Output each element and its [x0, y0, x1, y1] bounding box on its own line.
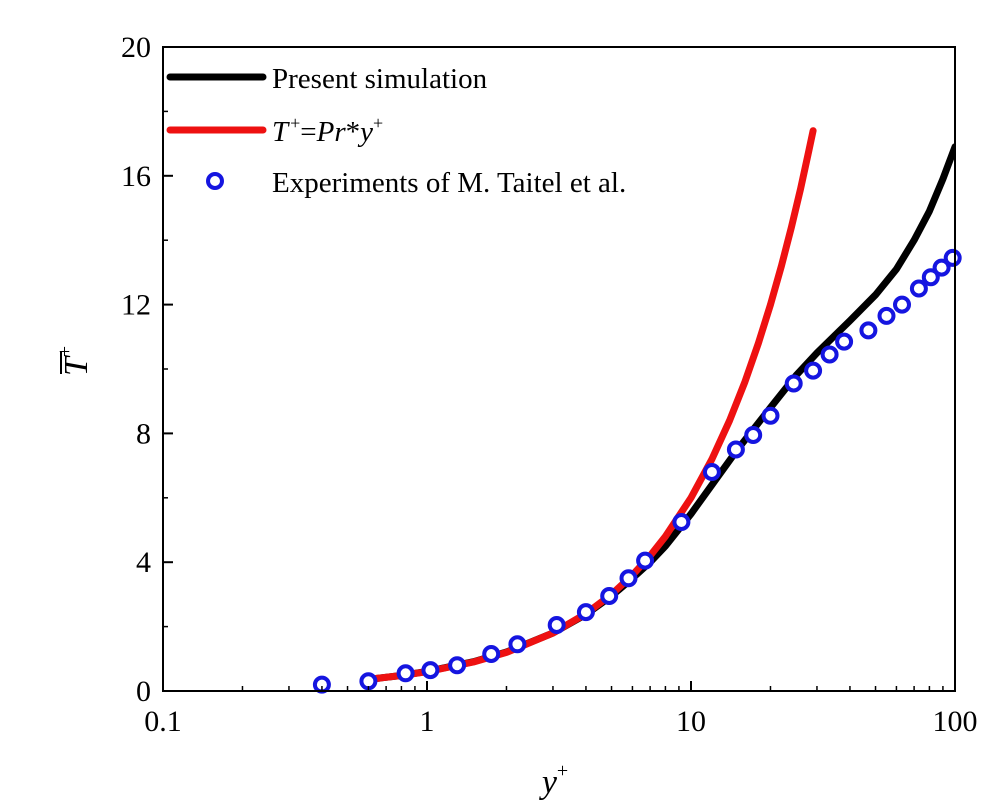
series-points-experiments-of-m-taitel-et-al [312, 248, 962, 694]
data-point [600, 587, 619, 605]
data-point [804, 361, 823, 380]
data-point [932, 258, 951, 277]
svg-text:T+: T+ [54, 346, 95, 376]
legend-label-t-plus-equals-pr-y-plus: T +=Pr*y+ [272, 113, 383, 148]
y-tick-label: 8 [136, 417, 151, 450]
data-point [508, 635, 527, 654]
data-point [835, 332, 854, 351]
x-tick-label: 100 [933, 705, 978, 738]
y-axis-ticks: 0 4 8 12 16 20 [121, 31, 173, 708]
y-tick-label: 4 [136, 546, 151, 579]
y-tick-label: 16 [121, 160, 151, 193]
data-point [421, 661, 440, 680]
legend-label-present-simulation: Present simulation [272, 63, 488, 95]
data-point [547, 616, 566, 634]
y-tick-label: 20 [121, 31, 151, 64]
data-point [877, 306, 896, 325]
x-tick-label: 0.1 [144, 705, 182, 738]
y-tick-label: 12 [121, 289, 151, 322]
data-point [761, 406, 780, 425]
legend-swatch-experiments [206, 172, 224, 190]
legend: Present simulation T +=Pr*y+ Experiments … [166, 63, 626, 199]
data-point [448, 656, 467, 675]
x-axis-ticks: 0.1 1 10 100 [144, 681, 978, 738]
data-point [820, 345, 839, 364]
data-point [859, 321, 878, 340]
x-tick-label: 1 [420, 705, 435, 738]
data-point [672, 513, 691, 531]
data-point [744, 426, 763, 444]
y-axis-label: T+ [54, 346, 95, 376]
data-point [921, 268, 940, 287]
data-point [482, 645, 501, 663]
data-point [784, 374, 803, 393]
plot-series-layer [312, 127, 962, 694]
data-point [943, 248, 962, 267]
legend-label-experiments: Experiments of M. Taitel et al. [272, 167, 626, 199]
data-point [909, 279, 928, 298]
x-tick-label: 10 [676, 705, 706, 738]
data-point [396, 664, 415, 683]
y-tick-label: 0 [136, 675, 151, 708]
data-point [636, 551, 655, 570]
data-point [619, 569, 638, 588]
x-axis-label: y+ [539, 760, 568, 801]
data-point [576, 603, 595, 622]
data-point [726, 440, 745, 459]
data-point [893, 295, 911, 314]
data-point [702, 463, 721, 481]
